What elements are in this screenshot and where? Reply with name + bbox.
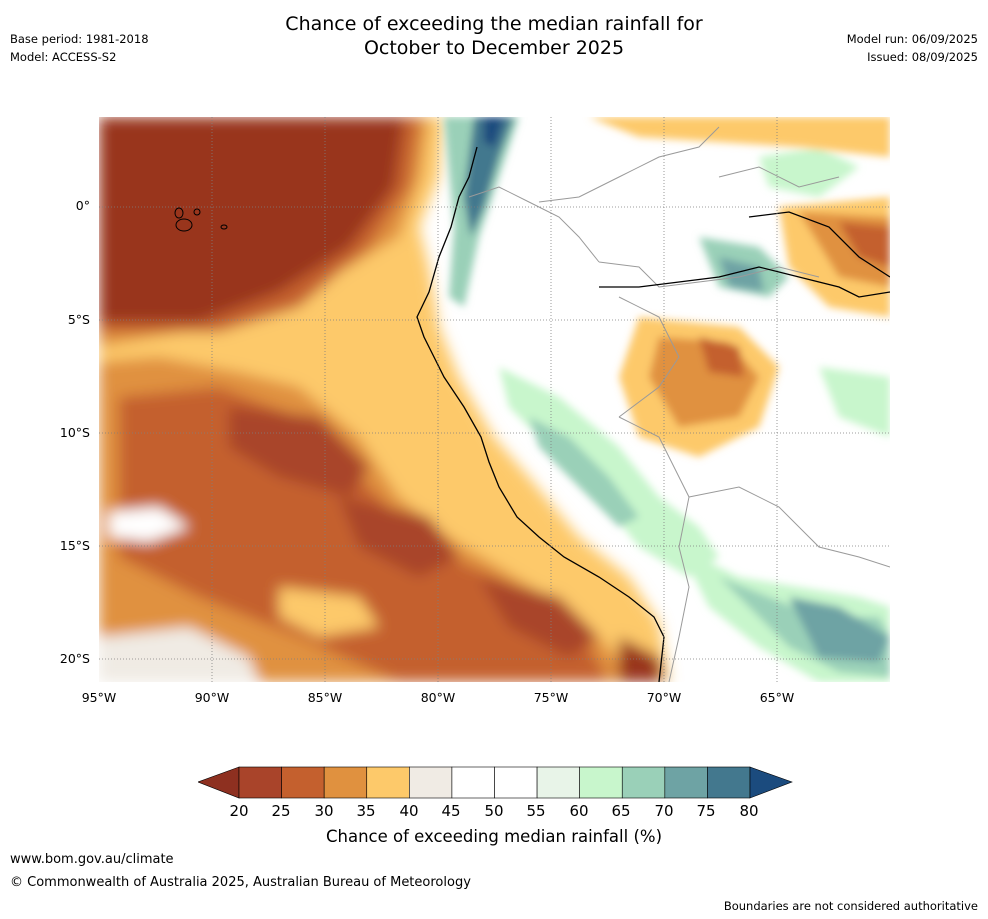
colorbar-block: [579, 766, 623, 799]
colorbar-label-20: 20: [229, 802, 249, 820]
country-borders: [468, 126, 890, 682]
footer-copyright: © Commonwealth of Australia 2025, Austra…: [10, 875, 471, 890]
lon-tick-80w: 80°W: [420, 690, 456, 705]
colorbar-block: [707, 766, 751, 799]
colorbar-high-arrow: [749, 766, 793, 799]
lon-tick-90w: 90°W: [194, 690, 230, 705]
meta-left: Base period: 1981-2018 Model: ACCESS-S2: [10, 30, 149, 66]
lat-tick-20s: 20°S: [59, 651, 90, 666]
issued-label: Issued: 08/09/2025: [867, 50, 978, 64]
land-wet-anomaly: [444, 117, 890, 682]
lon-tick-85w: 85°W: [307, 690, 343, 705]
graticule: [99, 117, 890, 682]
colorbar: [197, 766, 794, 804]
title-line-2: October to December 2025: [363, 37, 625, 59]
title-line-1: Chance of exceeding the median rainfall …: [285, 13, 703, 35]
lon-tick-75w: 75°W: [533, 690, 569, 705]
model-label: Model: ACCESS-S2: [10, 50, 117, 64]
colorbar-block: [281, 766, 325, 799]
colorbar-blocks: [238, 766, 751, 799]
colorbar-block: [621, 766, 666, 799]
colorbar-label-45: 45: [441, 802, 461, 820]
meta-right: Model run: 06/09/2025 Issued: 08/09/2025: [847, 30, 978, 66]
lon-tick-65w: 65°W: [759, 690, 795, 705]
colorbar-block: [536, 766, 580, 799]
colorbar-label-25: 25: [271, 802, 291, 820]
colorbar-label-35: 35: [356, 802, 376, 820]
colorbar-block: [664, 766, 708, 799]
base-period-label: Base period: 1981-2018: [10, 32, 149, 46]
colorbar-block: [451, 766, 495, 799]
colorbar-label-50: 50: [484, 802, 504, 820]
colorbar-block: [323, 766, 368, 799]
colorbar-label-55: 55: [526, 802, 546, 820]
colorbar-low-arrow: [197, 766, 240, 799]
colorbar-label-40: 40: [399, 802, 419, 820]
colorbar-label-75: 75: [696, 802, 716, 820]
colorbar-label-65: 65: [611, 802, 631, 820]
colorbar-label-30: 30: [314, 802, 334, 820]
colorbar-title: Chance of exceeding median rainfall (%): [325, 827, 663, 846]
colorbar-block: [494, 766, 538, 799]
colorbar-label-70: 70: [654, 802, 674, 820]
footer-disclaimer: Boundaries are not considered authoritat…: [723, 899, 978, 913]
colorbar-block: [366, 766, 410, 799]
model-run-label: Model run: 06/09/2025: [846, 32, 978, 46]
map-title: Chance of exceeding the median rainfall …: [0, 12, 988, 60]
galapagos-islands: [174, 207, 228, 232]
colorbar-block: [238, 766, 282, 799]
coastline: [416, 146, 890, 682]
lat-tick-15s: 15°S: [59, 538, 90, 553]
lon-tick-95w: 95°W: [81, 690, 117, 705]
map-canvas: [99, 117, 890, 682]
lat-tick-5s: 5°S: [67, 312, 90, 327]
lon-tick-70w: 70°W: [646, 690, 682, 705]
colorbar-label-80: 80: [739, 802, 759, 820]
rainfall-map: [99, 117, 890, 682]
lat-tick-10s: 10°S: [59, 425, 90, 440]
land-dry-anomaly: [589, 117, 890, 457]
colorbar-svg: [197, 766, 793, 799]
ocean-dry-anomaly: [99, 117, 669, 682]
colorbar-block: [409, 766, 453, 799]
colorbar-label-60: 60: [569, 802, 589, 820]
footer-url: www.bom.gov.au/climate: [10, 852, 174, 867]
lat-tick-0: 0°: [75, 198, 90, 213]
